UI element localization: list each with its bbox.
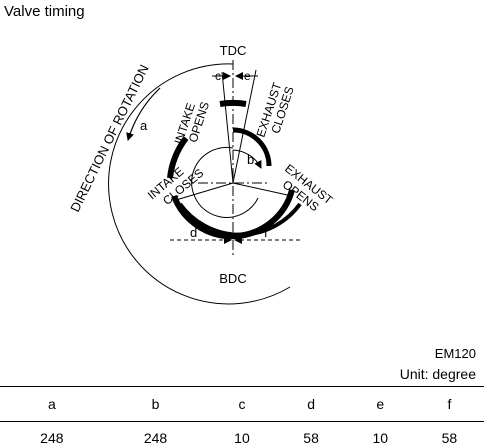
table-header-row: a b c d e f xyxy=(0,387,484,422)
table-cell-a: 248 xyxy=(0,422,104,446)
label-e: e xyxy=(244,69,251,83)
table-header-d: d xyxy=(277,387,346,422)
label-a: a xyxy=(140,118,148,133)
intake-period-arc xyxy=(220,103,246,104)
tdc-label: TDC xyxy=(220,43,247,58)
intake-opens-label: INTAKE OPENS xyxy=(172,96,213,150)
label-f: f xyxy=(264,225,268,240)
table-cell-b: 248 xyxy=(104,422,208,446)
unit-label: Unit: degree xyxy=(400,366,476,382)
valve-timing-diagram: TDC BDC DIRECTION OF ROTATION a b c d e … xyxy=(0,0,484,340)
table-header-f: f xyxy=(415,387,484,422)
radius-line-io xyxy=(222,72,233,183)
label-d: d xyxy=(190,225,197,240)
exhaust-closes-label: EXHAUST CLOSES xyxy=(254,80,297,143)
bdc-label: BDC xyxy=(219,271,246,286)
direction-label: DIRECTION OF ROTATION xyxy=(67,62,152,214)
table-cell-d: 58 xyxy=(277,422,346,446)
table-header-b: b xyxy=(104,387,208,422)
label-c: c xyxy=(215,69,221,83)
valve-timing-table: a b c d e f 248 248 10 58 10 58 xyxy=(0,386,484,446)
table-cell-f: 58 xyxy=(415,422,484,446)
table-cell-e: 10 xyxy=(346,422,415,446)
label-b: b xyxy=(247,152,254,167)
diagram-code: EM120 xyxy=(435,346,476,361)
table-header-e: e xyxy=(346,387,415,422)
table-row: 248 248 10 58 10 58 xyxy=(0,422,484,446)
table-cell-c: 10 xyxy=(207,422,276,446)
table-header-c: c xyxy=(207,387,276,422)
table-header-a: a xyxy=(0,387,104,422)
